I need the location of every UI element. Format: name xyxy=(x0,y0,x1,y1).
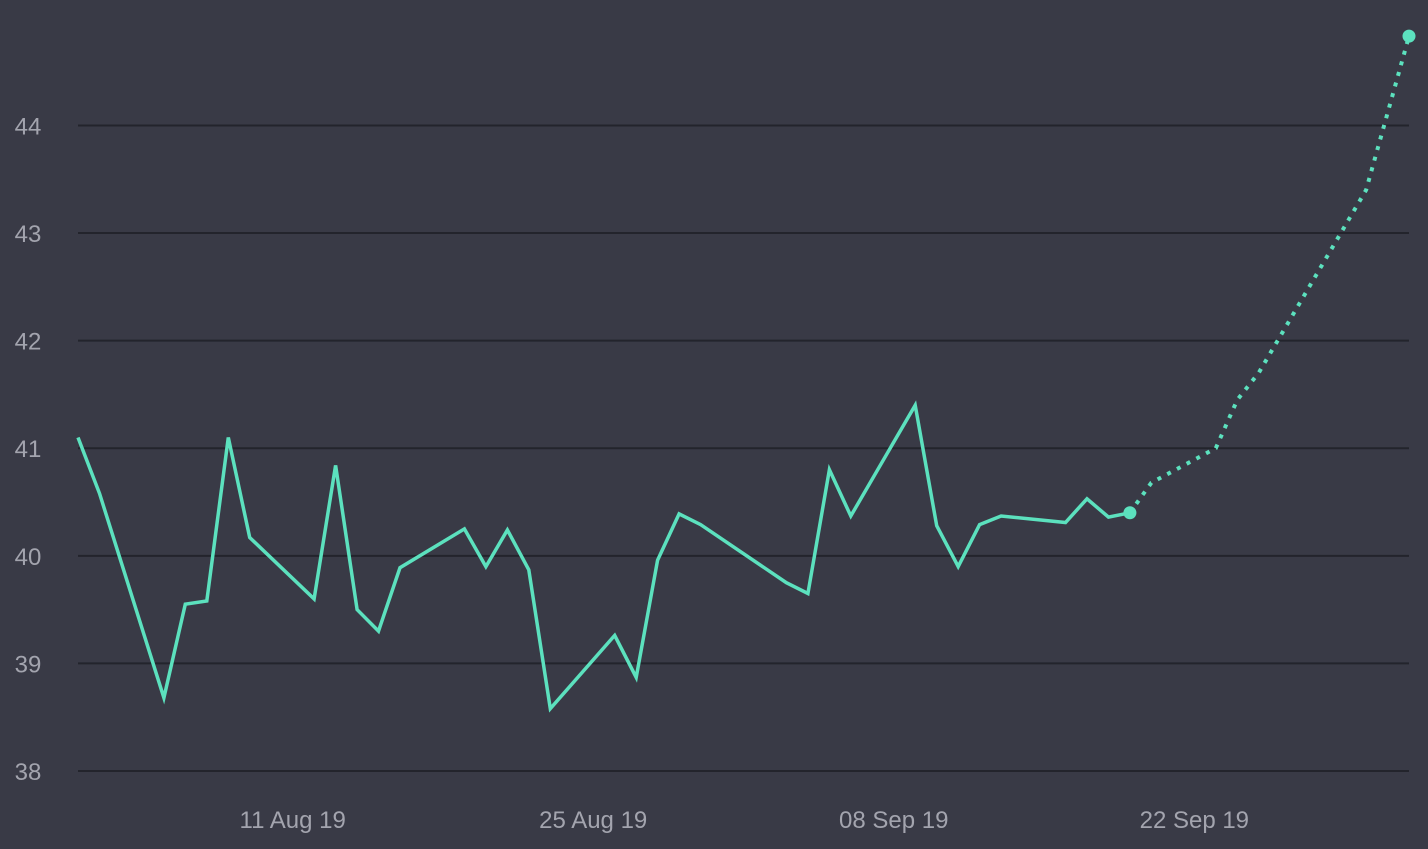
x-tick-label: 25 Aug 19 xyxy=(539,807,647,834)
y-tick-label: 40 xyxy=(15,544,42,571)
x-axis-ticks: 11 Aug 19 25 Aug 19 08 Sep 19 22 Sep 19 xyxy=(240,807,1250,834)
last-value-marker[interactable] xyxy=(1123,506,1137,520)
price-line xyxy=(76,400,1131,713)
series xyxy=(76,35,1411,713)
forecast-end-marker[interactable] xyxy=(1402,29,1416,43)
x-tick-label: 11 Aug 19 xyxy=(240,807,346,834)
x-tick-label: 08 Sep 19 xyxy=(839,807,948,834)
x-tick-label: 22 Sep 19 xyxy=(1140,807,1249,834)
y-tick-label: 44 xyxy=(15,113,42,140)
y-tick-label: 41 xyxy=(15,436,42,463)
y-tick-label: 38 xyxy=(15,759,42,786)
y-tick-label: 39 xyxy=(15,651,42,678)
y-tick-label: 42 xyxy=(15,329,42,356)
forecast-line xyxy=(1128,35,1411,514)
grid xyxy=(78,124,1409,772)
markers xyxy=(1123,29,1416,520)
y-axis-ticks: 38 39 40 41 42 43 44 xyxy=(15,113,42,786)
y-tick-label: 43 xyxy=(15,221,42,248)
